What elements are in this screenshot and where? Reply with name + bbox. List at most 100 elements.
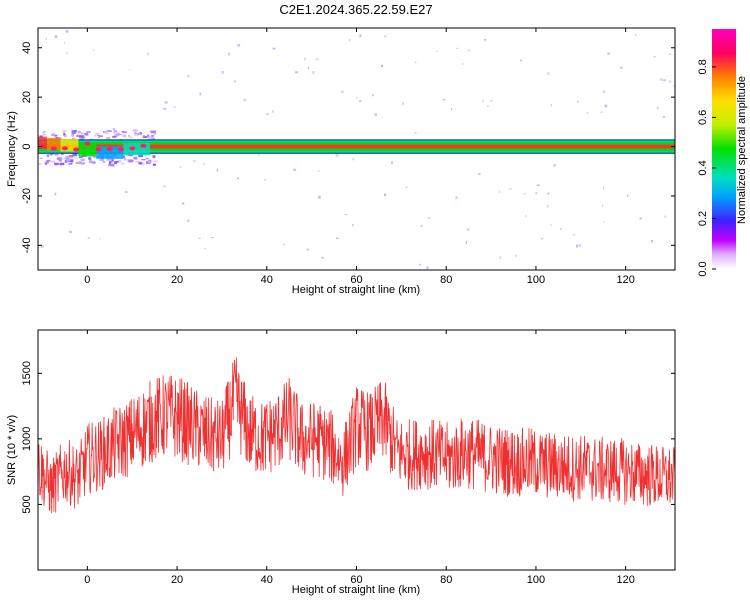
noise-dot xyxy=(321,256,324,259)
noise-dot xyxy=(315,58,319,61)
spectral-blob xyxy=(152,155,156,158)
noise-dot xyxy=(575,244,578,248)
spectral-blob xyxy=(147,136,152,139)
noise-dot xyxy=(257,154,260,156)
y-tick-label: 1000 xyxy=(21,427,33,451)
spectral-blob xyxy=(140,163,145,165)
spectral-blob xyxy=(46,154,49,158)
noise-dot xyxy=(341,90,344,94)
noise-dot xyxy=(304,57,306,61)
spectral-blob xyxy=(138,162,143,164)
spectral-blob xyxy=(111,158,114,162)
noise-dot xyxy=(578,244,581,247)
snr-x-ticks: 0 20 40 60 80 100 120 xyxy=(84,330,635,586)
snr-line xyxy=(38,357,675,514)
noise-dot xyxy=(600,111,603,114)
spectral-blob xyxy=(118,134,123,136)
noise-dot xyxy=(553,164,556,167)
noise-dot xyxy=(351,223,355,227)
spectral-blob xyxy=(121,162,125,165)
colorbar: 0.0 0.2 0.4 0.6 0.8 Normalized spectral ampl… xyxy=(697,29,748,277)
noise-dot xyxy=(520,59,522,62)
band-core xyxy=(38,144,675,149)
x-tick-label: 20 xyxy=(171,274,183,286)
spectral-blob xyxy=(97,136,101,139)
noise-dot xyxy=(602,90,605,94)
noise-dot xyxy=(607,52,610,55)
spectral-blob xyxy=(54,154,59,156)
noise-dot xyxy=(92,49,95,51)
noise-dot xyxy=(384,193,386,197)
spectral-blob xyxy=(54,134,58,137)
spectral-blob xyxy=(65,156,70,159)
y-tick-label: -40 xyxy=(21,237,33,253)
x-tick-label: 0 xyxy=(84,274,90,286)
spectral-blob xyxy=(72,153,78,157)
spectral-blob xyxy=(122,131,127,134)
noise-dot xyxy=(153,132,157,136)
noise-dot xyxy=(237,177,239,180)
spectral-blob xyxy=(62,130,67,133)
noise-dot xyxy=(380,64,384,68)
noise-dot xyxy=(233,80,236,83)
colorbar-label: Normalized spectral amplitude xyxy=(736,76,748,224)
spectral-blob xyxy=(43,131,47,133)
spectral-blob xyxy=(116,132,120,136)
noise-dot xyxy=(272,110,274,113)
noise-dot xyxy=(465,241,467,245)
spectral-blob xyxy=(146,134,150,138)
noise-dot xyxy=(455,196,458,200)
snr-panel: 0 20 40 60 80 100 120 500 1000 1500 Height of st… xyxy=(6,329,676,596)
x-tick-label: 60 xyxy=(350,274,362,286)
spectral-blob xyxy=(123,157,127,161)
noise-dot xyxy=(467,49,471,52)
spectral-blob xyxy=(61,157,66,160)
noise-dot xyxy=(656,106,659,110)
noise-dot xyxy=(66,52,68,55)
noise-dot xyxy=(348,39,351,42)
spectral-blob xyxy=(54,162,59,165)
noise-dot xyxy=(335,153,339,157)
spectral-peak xyxy=(117,147,124,152)
noise-dot xyxy=(550,104,553,107)
noise-dot xyxy=(461,63,465,65)
spectral-blob xyxy=(78,161,81,164)
spectral-segment xyxy=(123,142,151,156)
noise-dot xyxy=(293,168,296,171)
x-tick-label: 80 xyxy=(440,274,452,286)
spectral-blob xyxy=(49,154,53,156)
spectral-blob xyxy=(102,160,106,163)
spectral-blob xyxy=(148,159,152,162)
noise-dot xyxy=(577,100,579,103)
noise-dot xyxy=(669,80,672,83)
spectral-peak xyxy=(50,146,57,151)
noise-dot xyxy=(317,170,320,172)
noise-dot xyxy=(204,247,206,249)
spectrogram-x-ticks: 0 20 40 60 80 100 120 xyxy=(84,28,635,286)
spectrogram-y-ticks: -40 -20 0 20 40 xyxy=(21,42,675,253)
spectral-blob xyxy=(50,160,56,163)
snr-y-label: SNR (10 * v/v) xyxy=(6,415,18,485)
y-tick-label: -20 xyxy=(21,188,33,204)
noise-dot xyxy=(383,35,387,38)
spectral-blob xyxy=(91,161,96,164)
spectral-blob xyxy=(78,156,83,158)
spectral-peak xyxy=(95,147,102,152)
spectral-blob xyxy=(141,159,146,161)
x-tick-label: 40 xyxy=(261,574,273,586)
spectral-blob xyxy=(114,162,118,165)
noise-dot xyxy=(572,234,576,236)
spectral-blob xyxy=(41,132,45,134)
noise-dot xyxy=(414,61,417,63)
spectral-blob xyxy=(65,158,71,162)
noise-dot xyxy=(455,47,459,50)
spectral-blob xyxy=(128,160,134,162)
noise-dot xyxy=(490,99,493,102)
snr-x-label: Height of straight line (km) xyxy=(292,584,420,596)
spectral-blob xyxy=(42,133,47,136)
noise-dot xyxy=(283,243,285,246)
spectral-blob xyxy=(45,160,49,164)
noise-dot xyxy=(586,112,589,114)
noise-dot xyxy=(372,93,375,97)
